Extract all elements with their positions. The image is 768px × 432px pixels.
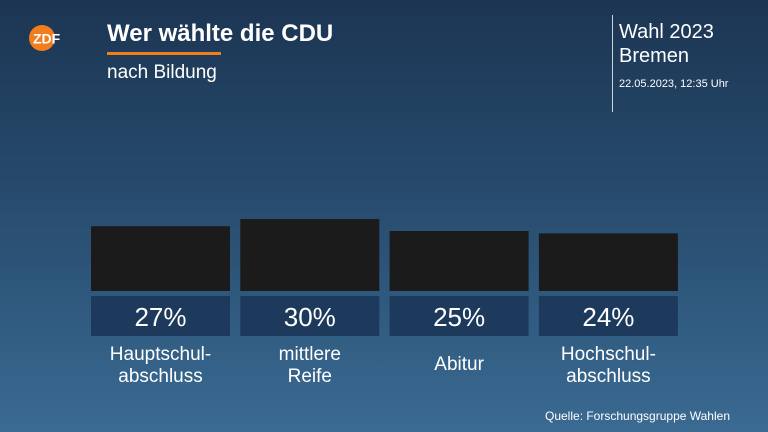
- header-divider: [612, 15, 613, 112]
- bar: [538, 233, 678, 291]
- chart-subtitle: nach Bildung: [107, 62, 217, 83]
- category-label: Hauptschul-: [110, 344, 211, 365]
- value-label: 30%: [284, 302, 336, 332]
- election-region: Bremen: [619, 45, 690, 67]
- bar: [389, 231, 529, 291]
- zdf-logo: ZDF: [29, 25, 61, 51]
- bar: [240, 219, 380, 291]
- category-label: Reife: [288, 366, 332, 387]
- value-label-box: [538, 296, 678, 336]
- value-label-box: [91, 296, 230, 336]
- category-label: mittlere: [279, 344, 341, 365]
- value-label: 24%: [582, 302, 634, 332]
- value-label-box: [389, 296, 529, 336]
- chart-title: Wer wählte die CDU: [107, 20, 334, 47]
- timestamp: 22.05.2023, 12:35 Uhr: [619, 78, 729, 90]
- value-label-box: [240, 296, 380, 336]
- value-label: 25%: [433, 302, 485, 332]
- title-underline: [107, 52, 221, 55]
- category-label: Hochschul-: [561, 344, 656, 365]
- svg-text:ZDF: ZDF: [33, 31, 61, 47]
- bar: [91, 226, 230, 291]
- category-label: abschluss: [566, 366, 651, 387]
- category-label: Abitur: [434, 354, 484, 375]
- value-label: 27%: [134, 302, 186, 332]
- election-name: Wahl 2023: [619, 21, 714, 43]
- election-info: Wahl 2023 Bremen: [619, 20, 714, 68]
- category-label: abschluss: [118, 366, 203, 387]
- source-note: Quelle: Forschungsgruppe Wahlen: [545, 409, 730, 423]
